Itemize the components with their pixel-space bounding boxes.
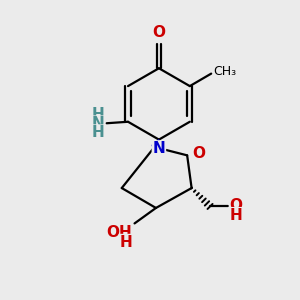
Text: OH: OH — [106, 225, 132, 240]
Text: H: H — [92, 107, 104, 122]
Text: N: N — [152, 141, 165, 156]
Text: O: O — [152, 25, 165, 40]
Text: H: H — [92, 125, 104, 140]
Text: O: O — [193, 146, 206, 161]
Text: N: N — [92, 116, 104, 131]
Text: CH₃: CH₃ — [214, 65, 237, 78]
Text: H: H — [230, 208, 242, 223]
Text: H: H — [119, 235, 132, 250]
Text: O: O — [230, 198, 243, 213]
Polygon shape — [152, 140, 159, 148]
